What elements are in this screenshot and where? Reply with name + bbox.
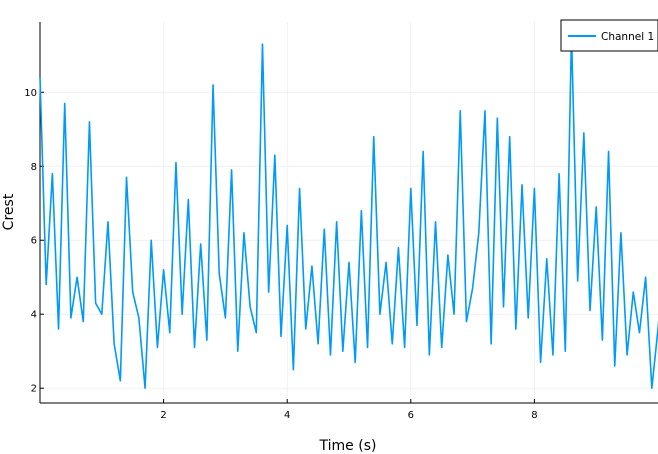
y-axis-title: Crest bbox=[1, 193, 17, 230]
x-tick-label: 8 bbox=[531, 410, 537, 421]
x-tick-label: 6 bbox=[408, 410, 414, 421]
y-tick-label: 2 bbox=[31, 384, 37, 395]
grid bbox=[40, 22, 658, 403]
series-line-1 bbox=[39, 32, 658, 390]
legend-label-channel-1: Channel 1 bbox=[601, 31, 654, 43]
legend: Channel 1 bbox=[560, 19, 658, 52]
x-axis-title: Time (s) bbox=[319, 438, 377, 454]
y-tick-label: 6 bbox=[31, 236, 37, 247]
y-tick-label: 10 bbox=[24, 88, 37, 99]
x-tick-label: 2 bbox=[160, 410, 166, 421]
x-tick-label: 4 bbox=[284, 410, 290, 421]
legend-box bbox=[560, 19, 658, 52]
y-tick-label: 8 bbox=[31, 162, 37, 173]
y-tick-label: 4 bbox=[31, 310, 37, 321]
series-group bbox=[39, 32, 658, 390]
y-ticks: 2 4 6 8 10 bbox=[24, 88, 44, 395]
x-ticks: 2 4 6 8 bbox=[160, 399, 538, 421]
